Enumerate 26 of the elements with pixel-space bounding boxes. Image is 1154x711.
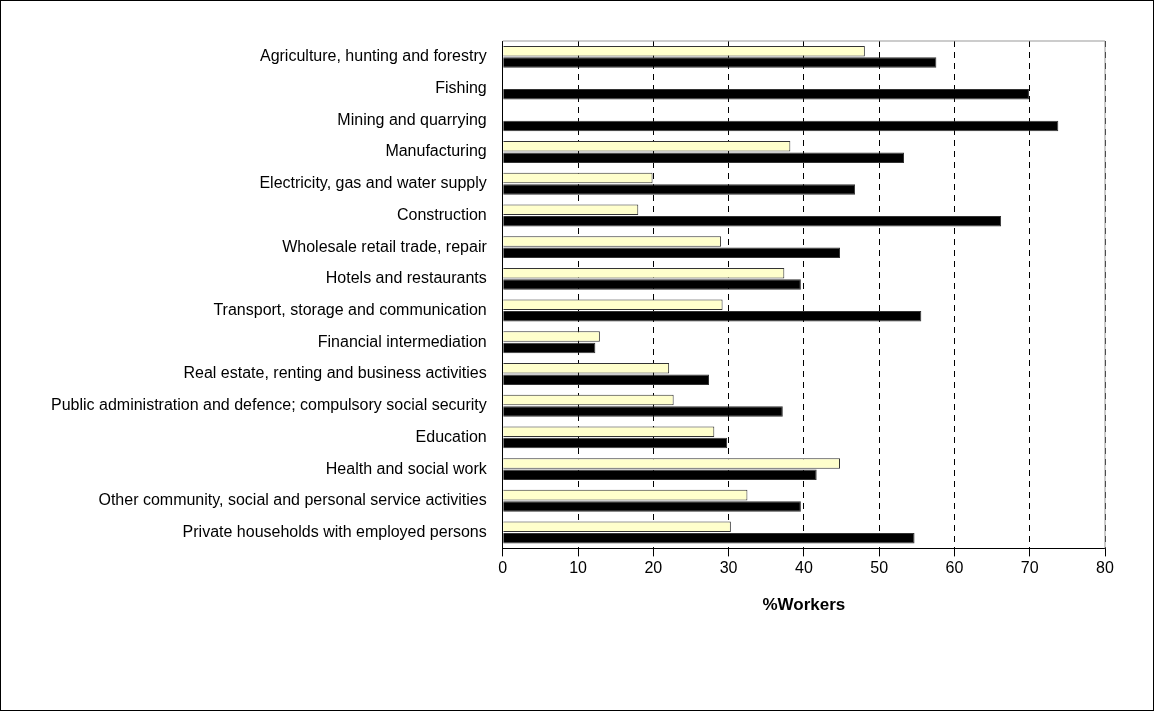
y-tick-label: Manufacturing bbox=[385, 142, 487, 160]
y-tick-label: Mining and quarrying bbox=[337, 110, 487, 128]
x-tick-label: 50 bbox=[870, 559, 889, 577]
y-tick-label: Education bbox=[415, 427, 487, 445]
y-tick-label: Other community, social and personal service activities bbox=[98, 491, 487, 509]
x-tick-label: 0 bbox=[498, 559, 508, 577]
y-tick-label: Wholesale retail trade, repair bbox=[282, 237, 488, 255]
y-tick-label: Public administration and defence; compulsory social security bbox=[51, 396, 487, 414]
x-tick-label: 30 bbox=[719, 559, 738, 577]
y-tick-label: Fishing bbox=[435, 78, 487, 96]
x-axis-title: %Workers bbox=[762, 595, 846, 615]
x-tick-label: 10 bbox=[569, 559, 588, 577]
x-tick-label: 20 bbox=[644, 559, 663, 577]
y-tick-label: Private households with employed persons bbox=[182, 522, 487, 540]
y-tick-label: Health and social work bbox=[325, 459, 488, 477]
y-tick-label: Real estate, renting and business activities bbox=[183, 364, 487, 382]
y-tick-label: Electricity, gas and water supply bbox=[259, 174, 487, 192]
x-tick-label: 70 bbox=[1020, 559, 1039, 577]
y-tick-label: Hotels and restaurants bbox=[325, 269, 487, 287]
y-tick-label: Transport, storage and communication bbox=[213, 300, 487, 318]
x-tick-label: 80 bbox=[1096, 559, 1114, 577]
y-tick-label: Construction bbox=[396, 205, 487, 223]
y-tick-label: Agriculture, hunting and forestry bbox=[259, 47, 487, 65]
y-tick-label: Financial intermediation bbox=[317, 332, 487, 350]
x-tick-label: 60 bbox=[945, 559, 964, 577]
x-tick-label: 40 bbox=[794, 559, 813, 577]
